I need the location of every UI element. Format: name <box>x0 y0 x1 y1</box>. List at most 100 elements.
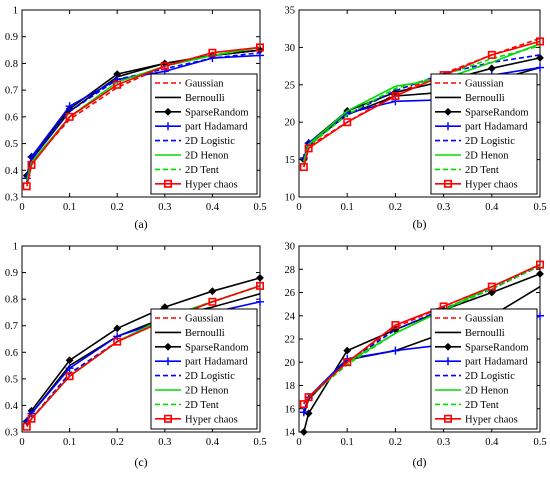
y-tick-label: 0.8 <box>5 295 18 306</box>
data-point <box>208 297 217 306</box>
y-tick-label: 0.7 <box>5 321 18 332</box>
legend: Gaussian Bernoulli SparseRandom part Hadama… <box>430 308 538 430</box>
legend-marker <box>164 414 173 423</box>
data-point <box>391 321 400 330</box>
x-tick-label: 0.2 <box>389 437 402 448</box>
y-tick-label: 25 <box>285 80 296 91</box>
legend-label: 2D Henon <box>465 151 509 162</box>
legend-box <box>150 308 258 430</box>
data-point <box>343 346 352 355</box>
series-line-2d-tent <box>303 45 541 164</box>
legend-label: Hyper chaos <box>465 414 518 425</box>
y-tick-label: 10 <box>285 193 296 204</box>
y-tick-label: 15 <box>285 155 296 166</box>
legend-marker <box>443 179 452 188</box>
legend-marker <box>164 122 172 131</box>
x-tick-label: 0.5 <box>253 437 266 448</box>
legend-marker <box>444 357 452 366</box>
data-point <box>299 408 308 417</box>
legend-marker <box>164 179 173 188</box>
data-point <box>343 118 352 127</box>
legend-label: part Hadamard <box>185 122 248 133</box>
x-tick-label: 0 <box>296 437 301 448</box>
panel-caption: (c) <box>134 455 147 469</box>
y-tick-label: 28 <box>285 265 296 276</box>
data-point <box>536 63 544 72</box>
legend-label: 2D Tent <box>465 165 499 176</box>
y-tick-label: 35 <box>285 6 296 17</box>
data-point <box>27 414 36 423</box>
x-tick-label: 0.2 <box>111 437 124 448</box>
data-point <box>536 269 544 278</box>
legend-box <box>150 73 258 195</box>
data-point <box>22 422 31 431</box>
data-point <box>299 428 308 436</box>
legend-label: SparseRandom <box>465 107 529 118</box>
data-point <box>487 282 496 291</box>
x-tick-label: 0 <box>19 202 24 213</box>
legend-marker <box>443 414 452 423</box>
legend-label: 2D Logistic <box>465 136 515 147</box>
y-tick-label: 20 <box>285 358 296 369</box>
data-point <box>304 144 313 153</box>
panel-caption: (a) <box>134 217 147 231</box>
data-point <box>299 400 308 409</box>
data-point <box>487 288 496 297</box>
x-tick-label: 0.3 <box>158 437 171 448</box>
x-tick-label: 0.1 <box>341 437 354 448</box>
legend-marker <box>164 342 172 351</box>
legend-label: 2D Logistic <box>185 371 235 382</box>
data-point <box>27 160 36 169</box>
chart-panel-b: 0 0.1 0.2 0.3 0.4 0.5 10 15 20 25 30 35 Gaussian Bern… <box>285 6 547 232</box>
y-tick-label: 30 <box>285 43 296 54</box>
series-line-hyper-chaos <box>303 40 541 168</box>
data-point <box>391 92 400 101</box>
panel-caption: (d) <box>413 455 427 469</box>
legend-label: 2D Henon <box>185 151 229 162</box>
x-tick-label: 0 <box>19 437 24 448</box>
y-tick-label: 26 <box>285 288 296 299</box>
x-tick-label: 0.4 <box>206 202 220 213</box>
legend-label: 2D Logistic <box>185 136 235 147</box>
data-point <box>487 50 496 59</box>
y-tick-label: 20 <box>285 118 296 129</box>
legend-label: Gaussian <box>465 79 504 90</box>
data-point <box>256 297 264 306</box>
data-point <box>65 372 74 381</box>
x-tick-label: 0.3 <box>437 202 450 213</box>
y-tick-label: 0.5 <box>5 374 18 385</box>
legend-marker <box>444 342 452 351</box>
data-point <box>65 364 74 373</box>
x-tick-label: 0.3 <box>158 202 171 213</box>
y-tick-label: 0.3 <box>5 193 18 204</box>
legend-label: part Hadamard <box>185 357 248 368</box>
legend-label: Bernoulli <box>465 328 505 339</box>
legend-label: Hyper chaos <box>185 179 238 190</box>
legend-label: Gaussian <box>185 79 224 90</box>
y-tick-label: 0.9 <box>5 32 18 43</box>
data-point <box>160 62 169 71</box>
x-tick-label: 0.2 <box>389 202 402 213</box>
legend-box <box>430 73 538 195</box>
chart-panel-c: 0 0.1 0.2 0.3 0.4 0.5 0.3 0.4 0.5 0.6 0.7 0.8 0.9 1 Ga… <box>5 242 267 470</box>
data-point <box>255 281 264 290</box>
axes-box <box>21 245 261 433</box>
data-point <box>65 102 74 111</box>
legend-label: part Hadamard <box>465 357 528 368</box>
data-point <box>391 346 400 355</box>
legend-label: Hyper chaos <box>185 414 238 425</box>
data-point <box>113 80 122 89</box>
data-point <box>536 53 544 62</box>
y-tick-label: 0.3 <box>5 428 18 439</box>
y-tick-label: 0.6 <box>5 112 18 123</box>
data-point <box>255 43 264 52</box>
legend-label: SparseRandom <box>185 107 249 118</box>
legend-label: SparseRandom <box>185 342 249 353</box>
y-tick-label: 24 <box>285 311 296 322</box>
y-tick-label: 0.4 <box>5 401 19 412</box>
legend-label: SparseRandom <box>465 342 529 353</box>
x-tick-label: 0.5 <box>533 202 546 213</box>
data-point <box>299 163 308 172</box>
x-tick-label: 0.1 <box>63 202 76 213</box>
